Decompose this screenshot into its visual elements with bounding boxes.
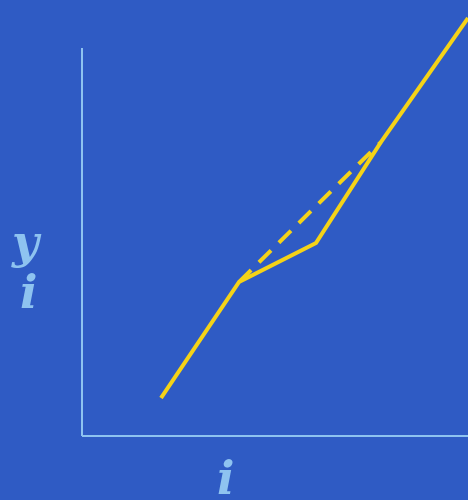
x-axis-label: i bbox=[217, 451, 234, 500]
y-axis-label-y: y bbox=[11, 215, 42, 269]
y-axis-label-subscript: i bbox=[20, 265, 37, 319]
dashed-chord bbox=[237, 140, 383, 284]
piecewise-line bbox=[159, 16, 468, 400]
